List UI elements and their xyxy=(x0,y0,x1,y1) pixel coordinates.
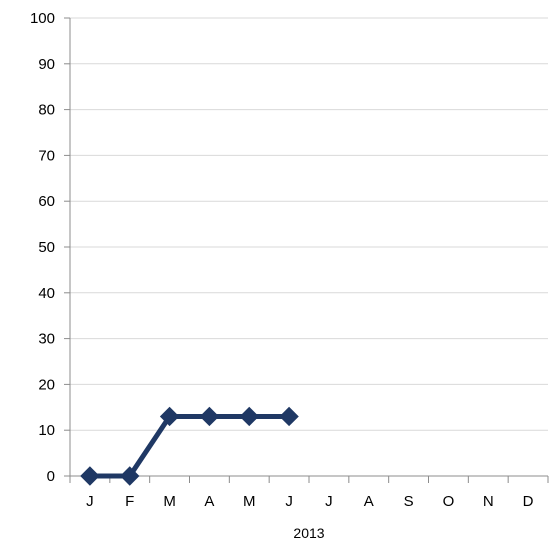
gridlines xyxy=(70,17,548,431)
y-tick-label: 50 xyxy=(38,239,55,256)
x-tick-label: J xyxy=(325,493,333,510)
data-point-m-4 xyxy=(239,406,259,427)
x-tick-label: J xyxy=(86,493,94,510)
y-tick-label: 100 xyxy=(30,10,55,27)
data-point-f-1 xyxy=(120,466,140,486)
y-axis: 0 10 20 30 40 50 60 70 80 90 100 xyxy=(30,10,71,485)
data-point-a-3 xyxy=(199,406,220,427)
x-tick-label: A xyxy=(364,493,374,510)
x-tick-label: A xyxy=(204,493,214,510)
data-point-j-5 xyxy=(279,406,299,427)
y-tick-label: 0 xyxy=(47,468,55,485)
data-point-m-2 xyxy=(159,406,180,427)
x-tick-label: S xyxy=(404,493,414,510)
y-tick-label: 80 xyxy=(38,102,55,119)
y-tick-label: 10 xyxy=(38,422,55,439)
y-tick-label: 70 xyxy=(38,147,55,164)
series-layer xyxy=(80,406,299,486)
x-tick-label: O xyxy=(443,493,455,510)
x-tick-label: M xyxy=(243,493,256,510)
x-tick-label: F xyxy=(125,493,134,510)
y-tick-label: 40 xyxy=(38,285,55,302)
x-tick-label: D xyxy=(523,493,534,510)
y-tick-label: 90 xyxy=(38,56,55,73)
y-tick-label: 20 xyxy=(38,376,55,393)
series-line-0 xyxy=(87,413,292,479)
x-tick-label: M xyxy=(163,493,176,510)
data-point-j-0 xyxy=(80,466,100,486)
y-tick-label: 30 xyxy=(38,331,55,348)
x-tick-label: N xyxy=(483,493,494,510)
x-axis-group-label: 2013 xyxy=(293,525,324,541)
x-tick-label: J xyxy=(285,493,293,510)
y-tick-label: 60 xyxy=(38,193,55,210)
